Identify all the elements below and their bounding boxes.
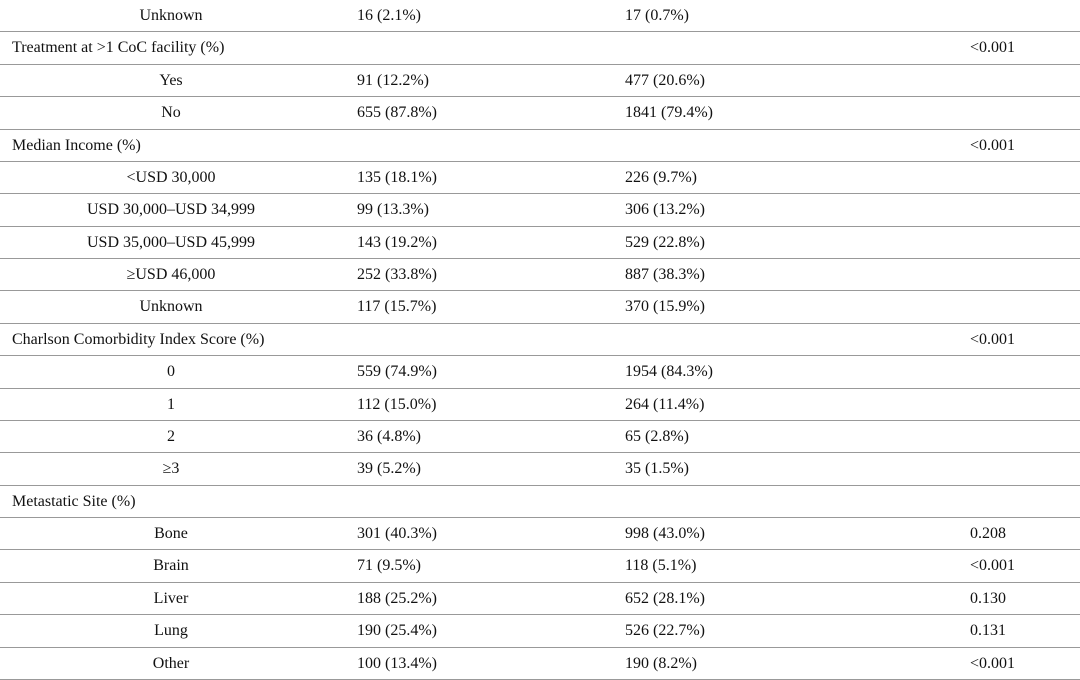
cell-value: 117 (15.7%)	[357, 298, 437, 316]
cell-value: 998 (43.0%)	[625, 525, 705, 543]
cell-value: 190 (8.2%)	[625, 654, 697, 672]
cell-value: 36 (4.8%)	[357, 427, 421, 445]
row-label: USD 30,000–USD 34,999	[86, 201, 255, 219]
row-label: 0	[167, 363, 175, 381]
row-label: ≥USD 46,000	[126, 266, 216, 284]
row-label: <USD 30,000	[126, 168, 216, 186]
cell-value: 264 (11.4%)	[625, 395, 705, 413]
table-row: ≥3 39 (5.2%) 35 (1.5%)	[0, 453, 1080, 486]
cell-value: 39 (5.2%)	[357, 460, 421, 478]
table-row: Brain 71 (9.5%) 118 (5.1%) <0.001	[0, 550, 1080, 583]
row-label: Lung	[154, 622, 188, 640]
table-row: 2 36 (4.8%) 65 (2.8%)	[0, 421, 1080, 454]
table-row: Charlson Comorbidity Index Score (%) <0.0…	[0, 324, 1080, 357]
cell-value: 301 (40.3%)	[357, 525, 437, 543]
cell-value: 100 (13.4%)	[357, 654, 437, 672]
row-label: Other	[152, 654, 190, 672]
row-label: No	[161, 104, 181, 122]
cell-value: 188 (25.2%)	[357, 589, 437, 607]
row-label: 2	[167, 427, 175, 445]
section-heading: Treatment at >1 CoC facility (%)	[12, 39, 225, 57]
cell-value: 306 (13.2%)	[625, 201, 705, 219]
cell-value: 17 (0.7%)	[625, 7, 689, 24]
row-label: ≥3	[162, 460, 180, 478]
table-row: 1 112 (15.0%) 264 (11.4%)	[0, 389, 1080, 421]
cell-value: 526 (22.7%)	[625, 622, 705, 640]
section-heading: Charlson Comorbidity Index Score (%)	[12, 330, 265, 348]
cell-value: 71 (9.5%)	[357, 557, 421, 575]
cell-value: 118 (5.1%)	[625, 557, 697, 575]
cell-value: 65 (2.8%)	[625, 427, 689, 445]
row-label: Unknown	[139, 7, 203, 24]
p-value: 0.130	[970, 589, 1006, 607]
row-label: Brain	[153, 557, 189, 575]
cell-value: 655 (87.8%)	[357, 104, 437, 122]
table-row: Metastatic Site (%)	[0, 486, 1080, 519]
row-label: Unknown	[139, 298, 203, 316]
p-value: 0.131	[970, 622, 1006, 640]
table-row: 0 559 (74.9%) 1954 (84.3%)	[0, 356, 1080, 389]
cell-value: 99 (13.3%)	[357, 201, 429, 219]
table-row: Unknown 16 (2.1%) 17 (0.7%)	[0, 0, 1080, 33]
cell-value: 559 (74.9%)	[357, 363, 437, 381]
table-row: Lung 190 (25.4%) 526 (22.7%) 0.131	[0, 615, 1080, 648]
table-row: Treatment at >1 CoC facility (%) <0.001	[0, 32, 1080, 65]
cell-value: 477 (20.6%)	[625, 71, 705, 89]
p-value: 0.208	[970, 525, 1006, 543]
cell-value: 887 (38.3%)	[625, 266, 705, 284]
table-row: Bone 301 (40.3%) 998 (43.0%) 0.208	[0, 518, 1080, 551]
table-row: Yes 91 (12.2%) 477 (20.6%)	[0, 65, 1080, 98]
table-row: USD 35,000–USD 45,999 143 (19.2%) 529 (22.…	[0, 227, 1080, 260]
table-row: No 655 (87.8%) 1841 (79.4%)	[0, 97, 1080, 130]
p-value: <0.001	[970, 330, 1016, 348]
table-row: <USD 30,000 135 (18.1%) 226 (9.7%)	[0, 162, 1080, 195]
p-value: <0.001	[970, 654, 1016, 672]
cell-value: 135 (18.1%)	[357, 168, 437, 186]
cell-value: 226 (9.7%)	[625, 168, 697, 186]
row-label: 1	[167, 395, 175, 413]
cell-value: 35 (1.5%)	[625, 460, 689, 478]
cell-value: 529 (22.8%)	[625, 233, 705, 251]
table-row: Median Income (%) <0.001	[0, 130, 1080, 162]
cell-value: 652 (28.1%)	[625, 589, 705, 607]
table-row: Unknown 117 (15.7%) 370 (15.9%)	[0, 291, 1080, 324]
cell-value: 1954 (84.3%)	[625, 363, 713, 381]
table-row: Liver 188 (25.2%) 652 (28.1%) 0.130	[0, 583, 1080, 616]
table-row: ≥USD 46,000 252 (33.8%) 887 (38.3%)	[0, 259, 1080, 292]
section-heading: Metastatic Site (%)	[12, 492, 136, 510]
cell-value: 190 (25.4%)	[357, 622, 437, 640]
section-heading: Median Income (%)	[12, 136, 141, 154]
cell-value: 252 (33.8%)	[357, 266, 437, 284]
row-label: Bone	[154, 525, 188, 543]
cell-value: 112 (15.0%)	[357, 395, 437, 413]
p-value: <0.001	[970, 136, 1016, 154]
row-label: Yes	[159, 71, 183, 89]
cell-value: 91 (12.2%)	[357, 71, 429, 89]
row-label: Liver	[153, 589, 189, 607]
cell-value: 1841 (79.4%)	[625, 104, 713, 122]
table-row: Other 100 (13.4%) 190 (8.2%) <0.001	[0, 648, 1080, 680]
cell-value: 143 (19.2%)	[357, 233, 437, 251]
p-value: <0.001	[970, 557, 1016, 575]
row-label: USD 35,000–USD 45,999	[86, 233, 255, 251]
table-row: USD 30,000–USD 34,999 99 (13.3%) 306 (13.2…	[0, 194, 1080, 227]
cell-value: 370 (15.9%)	[625, 298, 705, 316]
p-value: <0.001	[970, 39, 1016, 57]
cell-value: 16 (2.1%)	[357, 7, 421, 24]
